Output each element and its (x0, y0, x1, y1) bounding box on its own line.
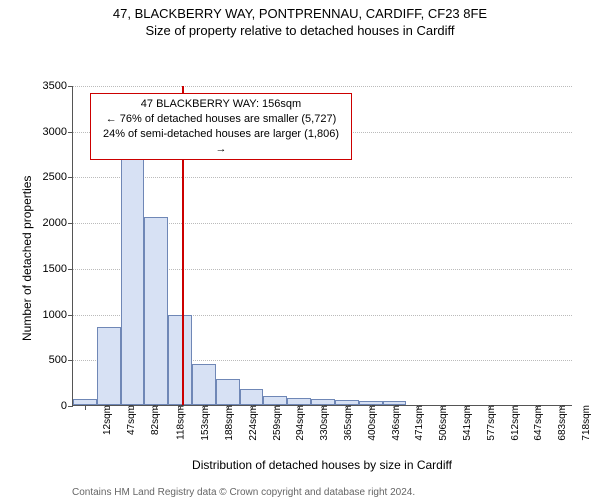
x-tick (228, 405, 229, 410)
x-tick-label: 612sqm (507, 405, 520, 441)
x-tick (252, 405, 253, 410)
x-tick-label: 718sqm (579, 405, 592, 441)
histogram-bar (97, 327, 121, 405)
x-tick-label: 683sqm (555, 405, 568, 441)
x-tick (133, 405, 134, 410)
x-tick (394, 405, 395, 410)
histogram-bar (121, 156, 145, 405)
annotation-line: 24% of semi-detached houses are larger (… (97, 127, 345, 157)
x-axis-label: Distribution of detached houses by size … (72, 458, 572, 472)
x-tick (513, 405, 514, 410)
x-tick-label: 82sqm (148, 405, 161, 435)
x-tick-label: 153sqm (198, 405, 211, 441)
x-tick (418, 405, 419, 410)
annotation-line: ← 76% of detached houses are smaller (5,… (97, 112, 345, 127)
y-tick-label: 1000 (43, 309, 73, 321)
histogram-bar (240, 389, 264, 405)
attribution-text: Contains HM Land Registry data © Crown c… (72, 486, 454, 500)
x-tick (109, 405, 110, 410)
y-tick-label: 500 (49, 354, 73, 366)
x-tick (347, 405, 348, 410)
histogram-bar (168, 315, 192, 406)
x-tick-label: 12sqm (100, 405, 113, 435)
x-tick-label: 294sqm (293, 405, 306, 441)
x-tick (204, 405, 205, 410)
x-tick (299, 405, 300, 410)
x-tick (156, 405, 157, 410)
y-tick-label: 0 (61, 400, 73, 412)
x-tick (85, 405, 86, 410)
x-tick (275, 405, 276, 410)
x-tick-label: 506sqm (436, 405, 449, 441)
histogram-bar (287, 398, 311, 405)
x-tick-label: 259sqm (269, 405, 282, 441)
y-tick-label: 3500 (43, 80, 73, 92)
x-tick-label: 647sqm (531, 405, 544, 441)
x-tick (323, 405, 324, 410)
x-tick (442, 405, 443, 410)
x-tick-label: 47sqm (124, 405, 137, 435)
x-tick (561, 405, 562, 410)
x-tick-label: 118sqm (174, 405, 187, 440)
gridline (73, 86, 572, 87)
y-tick-label: 1500 (43, 263, 73, 275)
x-tick (537, 405, 538, 410)
y-tick-label: 3000 (43, 126, 73, 138)
histogram-bar (144, 217, 168, 405)
y-tick-label: 2000 (43, 217, 73, 229)
x-tick (466, 405, 467, 410)
x-tick-label: 188sqm (222, 405, 235, 441)
x-tick-label: 577sqm (484, 405, 497, 441)
x-tick-label: 224sqm (246, 405, 259, 441)
property-annotation: 47 BLACKBERRY WAY: 156sqm← 76% of detach… (90, 93, 352, 160)
histogram-bar (263, 396, 287, 405)
page-title: 47, BLACKBERRY WAY, PONTPRENNAU, CARDIFF… (0, 6, 600, 21)
histogram-bar (192, 364, 216, 405)
x-tick (490, 405, 491, 410)
x-tick-label: 436sqm (388, 405, 401, 441)
page-subtitle: Size of property relative to detached ho… (0, 23, 600, 38)
x-tick (180, 405, 181, 410)
x-tick-label: 400sqm (365, 405, 378, 441)
x-tick (371, 405, 372, 410)
x-tick-label: 365sqm (341, 405, 354, 441)
annotation-line: 47 BLACKBERRY WAY: 156sqm (97, 97, 345, 112)
x-tick-label: 330sqm (317, 405, 330, 441)
histogram-bar (216, 379, 240, 405)
x-tick-label: 471sqm (412, 405, 425, 441)
y-axis-label: Number of detached properties (20, 176, 34, 341)
attribution-line: Contains HM Land Registry data © Crown c… (72, 486, 454, 499)
y-tick-label: 2500 (43, 171, 73, 183)
gridline (73, 177, 572, 178)
x-tick-label: 541sqm (460, 405, 473, 441)
